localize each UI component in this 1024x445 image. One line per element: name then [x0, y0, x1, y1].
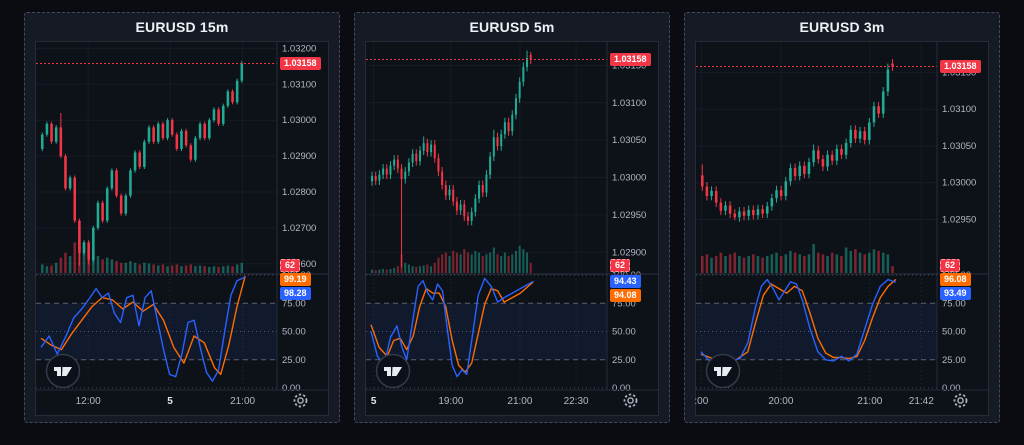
tradingview-logo-icon — [45, 353, 81, 389]
multi-chart-board: EURUSD 15m 1.03200 1.03100 1.03000 1.02900 1… — [24, 12, 1000, 423]
settings-gear-icon[interactable] — [622, 392, 639, 409]
svg-text:75.00: 75.00 — [612, 298, 636, 309]
last-price-label: 1.03158 — [610, 52, 651, 66]
stoch-k-badge: 94.43 — [610, 274, 641, 288]
svg-text:1.02900: 1.02900 — [612, 247, 646, 258]
volume-layer — [701, 244, 894, 273]
candles-layer — [41, 60, 244, 266]
svg-text:0.00: 0.00 — [282, 383, 301, 394]
svg-text:50.00: 50.00 — [942, 327, 966, 338]
stoch-k-line — [370, 277, 534, 378]
stoch-k-line — [700, 278, 897, 363]
candlestick-stochastic-chart[interactable]: 1.03200 1.03100 1.03000 1.02900 1.02800 1.027… — [35, 41, 329, 416]
svg-text:1.02700: 1.02700 — [282, 223, 316, 234]
svg-text:25.00: 25.00 — [942, 355, 966, 366]
svg-text:21:42: 21:42 — [909, 396, 934, 407]
stoch-d-badge: 99.19 — [280, 273, 311, 286]
svg-text:20:00: 20:00 — [768, 396, 793, 407]
svg-text:75.00: 75.00 — [282, 298, 306, 309]
svg-text:1.03050: 1.03050 — [942, 141, 976, 152]
chart-panel-eurusd-5m: EURUSD 5m 1.031501.031001.030501.030001.… — [354, 12, 670, 423]
tradingview-logo-icon — [705, 353, 741, 389]
stoch-k-badge: 93.49 — [940, 287, 971, 300]
volume-layer — [371, 245, 532, 273]
candlestick-stochastic-chart[interactable]: 1.031501.031001.030501.030001.02950:0020… — [695, 41, 989, 416]
chart-panel-eurusd-3m: EURUSD 3m 1.031501.031001.030501.030001.… — [684, 12, 1000, 423]
tradingview-logo[interactable] — [705, 353, 741, 389]
stoch-d-badge: 94.08 — [610, 288, 641, 302]
svg-text:1.03200: 1.03200 — [282, 43, 316, 54]
chart-area: 1.031501.031001.030501.030001.029501.029… — [365, 41, 659, 416]
svg-text:50.00: 50.00 — [612, 327, 636, 338]
last-price-label: 1.03158 — [280, 56, 321, 70]
svg-text:1.03050: 1.03050 — [612, 135, 646, 146]
svg-text:25.00: 25.00 — [612, 355, 636, 366]
svg-text:1.03100: 1.03100 — [282, 79, 316, 90]
svg-text:19:00: 19:00 — [438, 396, 463, 407]
gear-glyph — [293, 393, 308, 408]
svg-text:75.00: 75.00 — [942, 298, 966, 309]
svg-text:1.02950: 1.02950 — [612, 210, 646, 221]
last-price-label: 1.03158 — [940, 60, 981, 74]
stoch-d-line — [700, 278, 897, 361]
svg-text:12:00: 12:00 — [76, 396, 101, 407]
svg-text:22:30: 22:30 — [564, 396, 589, 407]
volume-layer — [41, 239, 244, 273]
settings-gear-icon[interactable] — [292, 392, 309, 409]
svg-text:5: 5 — [167, 396, 173, 407]
tradingview-logo[interactable] — [375, 353, 411, 389]
stoch-k-badge: 98.28 — [280, 287, 311, 300]
svg-text:5: 5 — [371, 396, 377, 407]
svg-text:0.00: 0.00 — [942, 383, 961, 394]
volume-badge: 62 — [280, 259, 301, 272]
candles-layer — [701, 59, 894, 222]
chart-area: 1.03200 1.03100 1.03000 1.02900 1.02800 1.027… — [35, 41, 329, 416]
chart-area: 1.031501.031001.030501.030001.02950:0020… — [695, 41, 989, 416]
svg-text:1.02950: 1.02950 — [942, 215, 976, 226]
volume-badge: 62 — [610, 259, 631, 272]
tradingview-logo[interactable] — [45, 353, 81, 389]
svg-text:21:00: 21:00 — [507, 396, 532, 407]
stoch-d-line — [370, 281, 534, 373]
panel-title: EURUSD 3m — [799, 19, 885, 35]
svg-text:25.00: 25.00 — [282, 355, 306, 366]
svg-text:0.00: 0.00 — [612, 383, 631, 394]
svg-text:1.03100: 1.03100 — [942, 104, 976, 115]
settings-gear-icon[interactable] — [952, 392, 969, 409]
svg-text:1.02800: 1.02800 — [282, 187, 316, 198]
svg-text:1.03100: 1.03100 — [612, 98, 646, 109]
gear-glyph — [623, 393, 638, 408]
stoch-d-badge: 96.08 — [940, 273, 971, 286]
svg-text:1.03000: 1.03000 — [942, 178, 976, 189]
svg-text:21:00: 21:00 — [857, 396, 882, 407]
stoch-k-line — [40, 276, 246, 382]
svg-text:1.03000: 1.03000 — [612, 173, 646, 184]
gear-glyph — [953, 393, 968, 408]
candlestick-stochastic-chart[interactable]: 1.031501.031001.030501.030001.029501.029… — [365, 41, 659, 416]
panel-title: EURUSD 5m — [469, 19, 555, 35]
svg-text:1.02900: 1.02900 — [282, 151, 316, 162]
volume-badge: 62 — [940, 259, 961, 272]
svg-text::00: :00 — [695, 396, 709, 407]
candles-layer — [371, 50, 532, 268]
svg-text:21:00: 21:00 — [230, 396, 255, 407]
tradingview-logo-icon — [375, 353, 411, 389]
svg-text:1.03000: 1.03000 — [282, 115, 316, 126]
panel-title: EURUSD 15m — [135, 19, 229, 35]
svg-text:50.00: 50.00 — [282, 327, 306, 338]
chart-panel-eurusd-15m: EURUSD 15m 1.03200 1.03100 1.03000 1.02900 1… — [24, 12, 340, 423]
